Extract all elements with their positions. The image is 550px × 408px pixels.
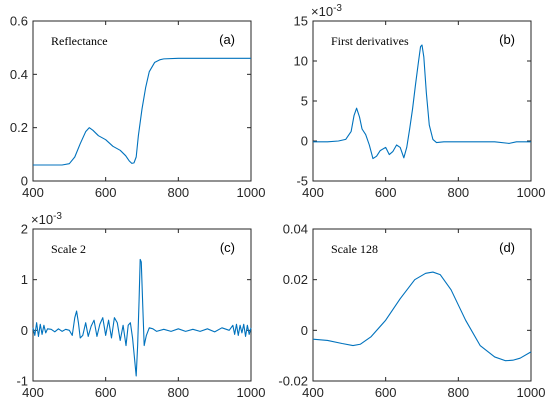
panel-3-ytick-label: 0 bbox=[21, 323, 28, 338]
panel-1-xtick-label: 600 bbox=[95, 185, 117, 200]
panel-1-ytick-label: 0.6 bbox=[10, 14, 28, 29]
panel-2-ytick-label: 15 bbox=[294, 14, 308, 29]
panel-1-ytick-label: 0 bbox=[21, 174, 28, 189]
panel-1-xtick-label: 800 bbox=[167, 185, 189, 200]
panel-3-ytick-label: 2 bbox=[21, 222, 28, 237]
panel-1-series-line bbox=[33, 57, 251, 166]
panel-2-ytick-label: -5 bbox=[296, 174, 308, 189]
panel-4-xtick-label: 400 bbox=[302, 385, 324, 400]
panel-2-letter: (b) bbox=[499, 32, 515, 47]
panel-4-xtick-label: 1000 bbox=[517, 385, 546, 400]
panel-4-title: Scale 128 bbox=[331, 242, 378, 256]
panel-3-axes-box bbox=[32, 228, 252, 382]
panel-4-series-line bbox=[312, 271, 532, 362]
panel-4-ytick-label: 0.04 bbox=[283, 222, 308, 237]
panel-4-axes-box bbox=[312, 228, 532, 382]
panel-1-axes-box bbox=[32, 20, 252, 182]
panel-3-title: Scale 2 bbox=[51, 242, 86, 256]
panel-1: 400 600 800 1000 0 0.2 0.4 0.6 Reflectance (a) bbox=[10, 14, 266, 201]
panel-2-series-line bbox=[313, 44, 531, 160]
panel-3-xtick-label: 600 bbox=[95, 385, 117, 400]
panel-1-ytick-label: 0.2 bbox=[10, 120, 28, 135]
panel-2-ytick-label: 10 bbox=[294, 54, 308, 69]
panel-3-series-line bbox=[32, 258, 252, 377]
panel-3-exponent-label: ×10-3 bbox=[31, 211, 62, 227]
panel-1-letter: (a) bbox=[219, 32, 235, 47]
panel-2-xtick-label: 1000 bbox=[517, 185, 546, 200]
panel-3: 400 600 800 1000 -1 0 1 2×10-3 Scale 2 (c) bbox=[16, 211, 265, 400]
panel-2-xtick-label: 400 bbox=[302, 185, 324, 200]
panel-1-xtick-label: 400 bbox=[22, 185, 44, 200]
panel-2-exponent-label: ×10-3 bbox=[311, 3, 342, 19]
panel-4-letter: (d) bbox=[499, 240, 515, 255]
panel-1-ytick-label: 0.4 bbox=[10, 67, 28, 82]
panel-2: 400 600 800 1000 -5 0 5 10 15×10-3 First derivati… bbox=[294, 3, 546, 200]
panel-4-ytick-label: -0.02 bbox=[278, 374, 308, 389]
panel-2-title: First derivatives bbox=[331, 34, 409, 48]
panel-4-xtick-label: 600 bbox=[375, 385, 397, 400]
panel-4-ytick-label: 0 bbox=[301, 323, 308, 338]
panel-2-ytick-label: 0 bbox=[301, 134, 308, 149]
panel-1-xtick-label: 1000 bbox=[237, 185, 266, 200]
panel-3-xtick-label: 400 bbox=[22, 385, 44, 400]
panel-3-xtick-label: 1000 bbox=[237, 385, 266, 400]
panel-2-xtick-label: 600 bbox=[375, 185, 397, 200]
panel-3-ytick-label: 1 bbox=[21, 272, 28, 287]
panel-2-ytick-label: 5 bbox=[301, 94, 308, 109]
panel-3-ytick-label: -1 bbox=[16, 374, 28, 389]
panel-3-letter: (c) bbox=[220, 240, 235, 255]
panel-2-xtick-label: 800 bbox=[447, 185, 469, 200]
panel-4-ytick-label: 0.02 bbox=[283, 272, 308, 287]
panel-4: 400 600 800 1000 -0.02 0 0.02 0.04 Scale 128 (d) bbox=[278, 222, 545, 401]
panel-1-title: Reflectance bbox=[51, 34, 108, 48]
panel-4-xtick-label: 800 bbox=[447, 385, 469, 400]
panel-3-xtick-label: 800 bbox=[167, 385, 189, 400]
